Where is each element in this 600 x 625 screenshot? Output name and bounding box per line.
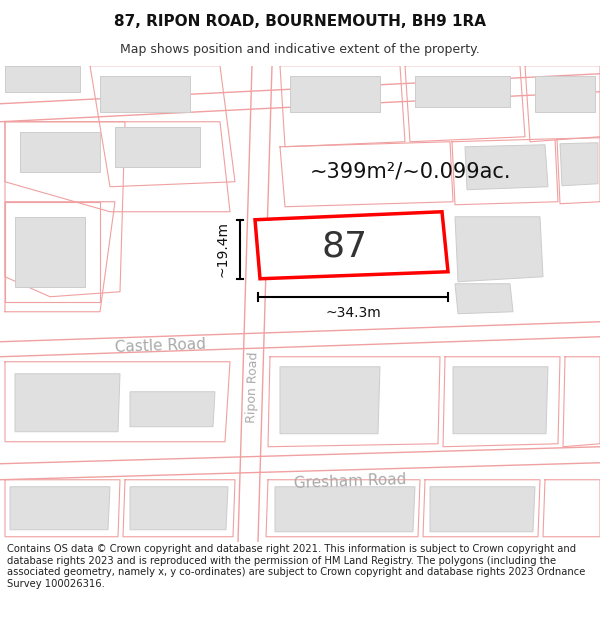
Text: 87: 87 — [322, 230, 368, 264]
Polygon shape — [430, 487, 535, 532]
Text: 87, RIPON ROAD, BOURNEMOUTH, BH9 1RA: 87, RIPON ROAD, BOURNEMOUTH, BH9 1RA — [114, 14, 486, 29]
Polygon shape — [560, 142, 598, 186]
Polygon shape — [275, 487, 415, 532]
Polygon shape — [255, 212, 448, 279]
Polygon shape — [5, 66, 80, 92]
Text: Gresham Road: Gresham Road — [293, 472, 407, 491]
Polygon shape — [115, 127, 200, 167]
Polygon shape — [453, 367, 548, 434]
Polygon shape — [455, 217, 543, 282]
Polygon shape — [280, 367, 380, 434]
Polygon shape — [130, 487, 228, 530]
Polygon shape — [455, 284, 513, 314]
Polygon shape — [290, 76, 380, 112]
Text: Castle Road: Castle Road — [114, 337, 206, 355]
Text: ~34.3m: ~34.3m — [325, 306, 381, 320]
Polygon shape — [15, 374, 120, 432]
Polygon shape — [10, 487, 110, 530]
Text: Contains OS data © Crown copyright and database right 2021. This information is : Contains OS data © Crown copyright and d… — [7, 544, 586, 589]
Text: ~399m²/~0.099ac.: ~399m²/~0.099ac. — [310, 162, 511, 182]
Polygon shape — [130, 392, 215, 427]
Text: ~19.4m: ~19.4m — [215, 221, 229, 278]
Polygon shape — [15, 217, 85, 287]
Polygon shape — [20, 132, 100, 172]
Polygon shape — [535, 76, 595, 112]
Text: Map shows position and indicative extent of the property.: Map shows position and indicative extent… — [120, 42, 480, 56]
Polygon shape — [465, 145, 548, 190]
Text: Ripon Road: Ripon Road — [245, 351, 261, 423]
Polygon shape — [100, 76, 190, 112]
Polygon shape — [415, 76, 510, 107]
